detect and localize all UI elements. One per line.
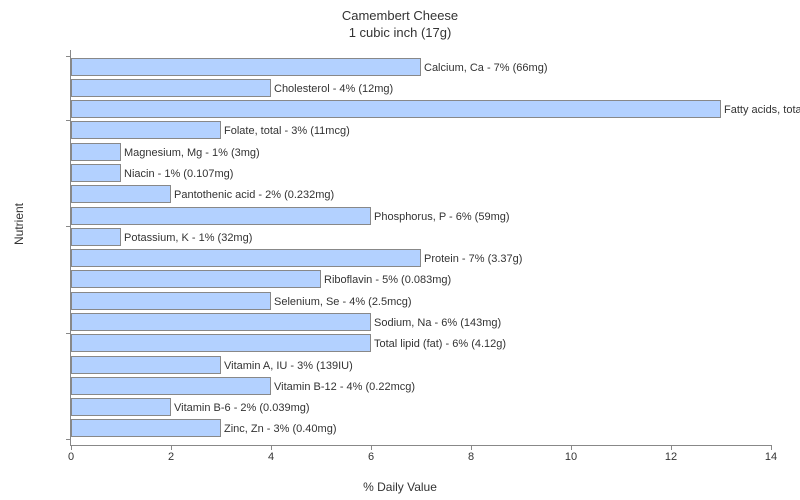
nutrient-bar-label: Magnesium, Mg - 1% (3mg)	[124, 144, 260, 162]
nutrient-bar-label: Potassium, K - 1% (32mg)	[124, 229, 252, 247]
nutrient-bar: Cholesterol - 4% (12mg)	[71, 79, 271, 97]
nutrient-bar: Magnesium, Mg - 1% (3mg)	[71, 143, 121, 161]
nutrient-bar-label: Vitamin A, IU - 3% (139IU)	[224, 357, 353, 375]
title-line-1: Camembert Cheese	[0, 8, 800, 25]
x-tick-label: 10	[565, 451, 577, 463]
nutrient-bar-label: Riboflavin - 5% (0.083mg)	[324, 271, 451, 289]
y-tick-mark	[66, 56, 71, 57]
nutrient-bar: Pantothenic acid - 2% (0.232mg)	[71, 185, 171, 203]
x-tick-label: 6	[368, 451, 374, 463]
y-tick-mark	[66, 439, 71, 440]
x-tick-label: 14	[765, 451, 777, 463]
x-tick-label: 2	[168, 451, 174, 463]
nutrient-bar: Selenium, Se - 4% (2.5mcg)	[71, 292, 271, 310]
nutrient-bar-label: Sodium, Na - 6% (143mg)	[374, 314, 501, 332]
nutrient-bar: Vitamin B-12 - 4% (0.22mcg)	[71, 377, 271, 395]
nutrient-bar-label: Calcium, Ca - 7% (66mg)	[424, 59, 547, 77]
y-axis-label: Nutrient	[12, 203, 26, 245]
nutrient-bar-label: Phosphorus, P - 6% (59mg)	[374, 208, 510, 226]
title-line-2: 1 cubic inch (17g)	[0, 25, 800, 42]
nutrient-bar-label: Folate, total - 3% (11mcg)	[224, 122, 350, 140]
nutrient-bar-label: Pantothenic acid - 2% (0.232mg)	[174, 186, 334, 204]
x-tick-mark	[271, 445, 272, 450]
nutrient-bar: Calcium, Ca - 7% (66mg)	[71, 58, 421, 76]
nutrient-bar-label: Cholesterol - 4% (12mg)	[274, 80, 393, 98]
nutrient-bar: Vitamin B-6 - 2% (0.039mg)	[71, 398, 171, 416]
nutrient-bar-label: Total lipid (fat) - 6% (4.12g)	[374, 335, 506, 353]
y-tick-mark	[66, 120, 71, 121]
nutrient-bar: Zinc, Zn - 3% (0.40mg)	[71, 419, 221, 437]
nutrient-bar-label: Selenium, Se - 4% (2.5mcg)	[274, 293, 412, 311]
chart-title: Camembert Cheese 1 cubic inch (17g)	[0, 0, 800, 42]
x-tick-label: 8	[468, 451, 474, 463]
nutrient-bar: Folate, total - 3% (11mcg)	[71, 121, 221, 139]
nutrient-bar: Sodium, Na - 6% (143mg)	[71, 313, 371, 331]
nutrition-chart: Camembert Cheese 1 cubic inch (17g) Nutr…	[0, 0, 800, 500]
nutrient-bar-label: Zinc, Zn - 3% (0.40mg)	[224, 420, 336, 438]
nutrient-bar: Phosphorus, P - 6% (59mg)	[71, 207, 371, 225]
nutrient-bar: Niacin - 1% (0.107mg)	[71, 164, 121, 182]
x-axis-label: % Daily Value	[363, 480, 437, 494]
nutrient-bar-label: Protein - 7% (3.37g)	[424, 250, 522, 268]
nutrient-bar: Protein - 7% (3.37g)	[71, 249, 421, 267]
x-tick-mark	[771, 445, 772, 450]
nutrient-bar: Fatty acids, total saturated - 13% (2.59…	[71, 100, 721, 118]
x-tick-label: 4	[268, 451, 274, 463]
y-tick-mark	[66, 333, 71, 334]
x-tick-mark	[471, 445, 472, 450]
x-tick-label: 0	[68, 451, 74, 463]
x-tick-mark	[371, 445, 372, 450]
x-tick-label: 12	[665, 451, 677, 463]
nutrient-bar: Total lipid (fat) - 6% (4.12g)	[71, 334, 371, 352]
plot-area: 02468101214Calcium, Ca - 7% (66mg)Choles…	[70, 50, 771, 446]
nutrient-bar-label: Vitamin B-12 - 4% (0.22mcg)	[274, 378, 415, 396]
nutrient-bar-label: Vitamin B-6 - 2% (0.039mg)	[174, 399, 310, 417]
x-tick-mark	[671, 445, 672, 450]
x-tick-mark	[171, 445, 172, 450]
nutrient-bar: Potassium, K - 1% (32mg)	[71, 228, 121, 246]
nutrient-bar-label: Niacin - 1% (0.107mg)	[124, 165, 233, 183]
x-tick-mark	[571, 445, 572, 450]
nutrient-bar: Vitamin A, IU - 3% (139IU)	[71, 356, 221, 374]
x-tick-mark	[71, 445, 72, 450]
nutrient-bar-label: Fatty acids, total saturated - 13% (2.59…	[724, 101, 800, 119]
y-tick-mark	[66, 226, 71, 227]
nutrient-bar: Riboflavin - 5% (0.083mg)	[71, 270, 321, 288]
